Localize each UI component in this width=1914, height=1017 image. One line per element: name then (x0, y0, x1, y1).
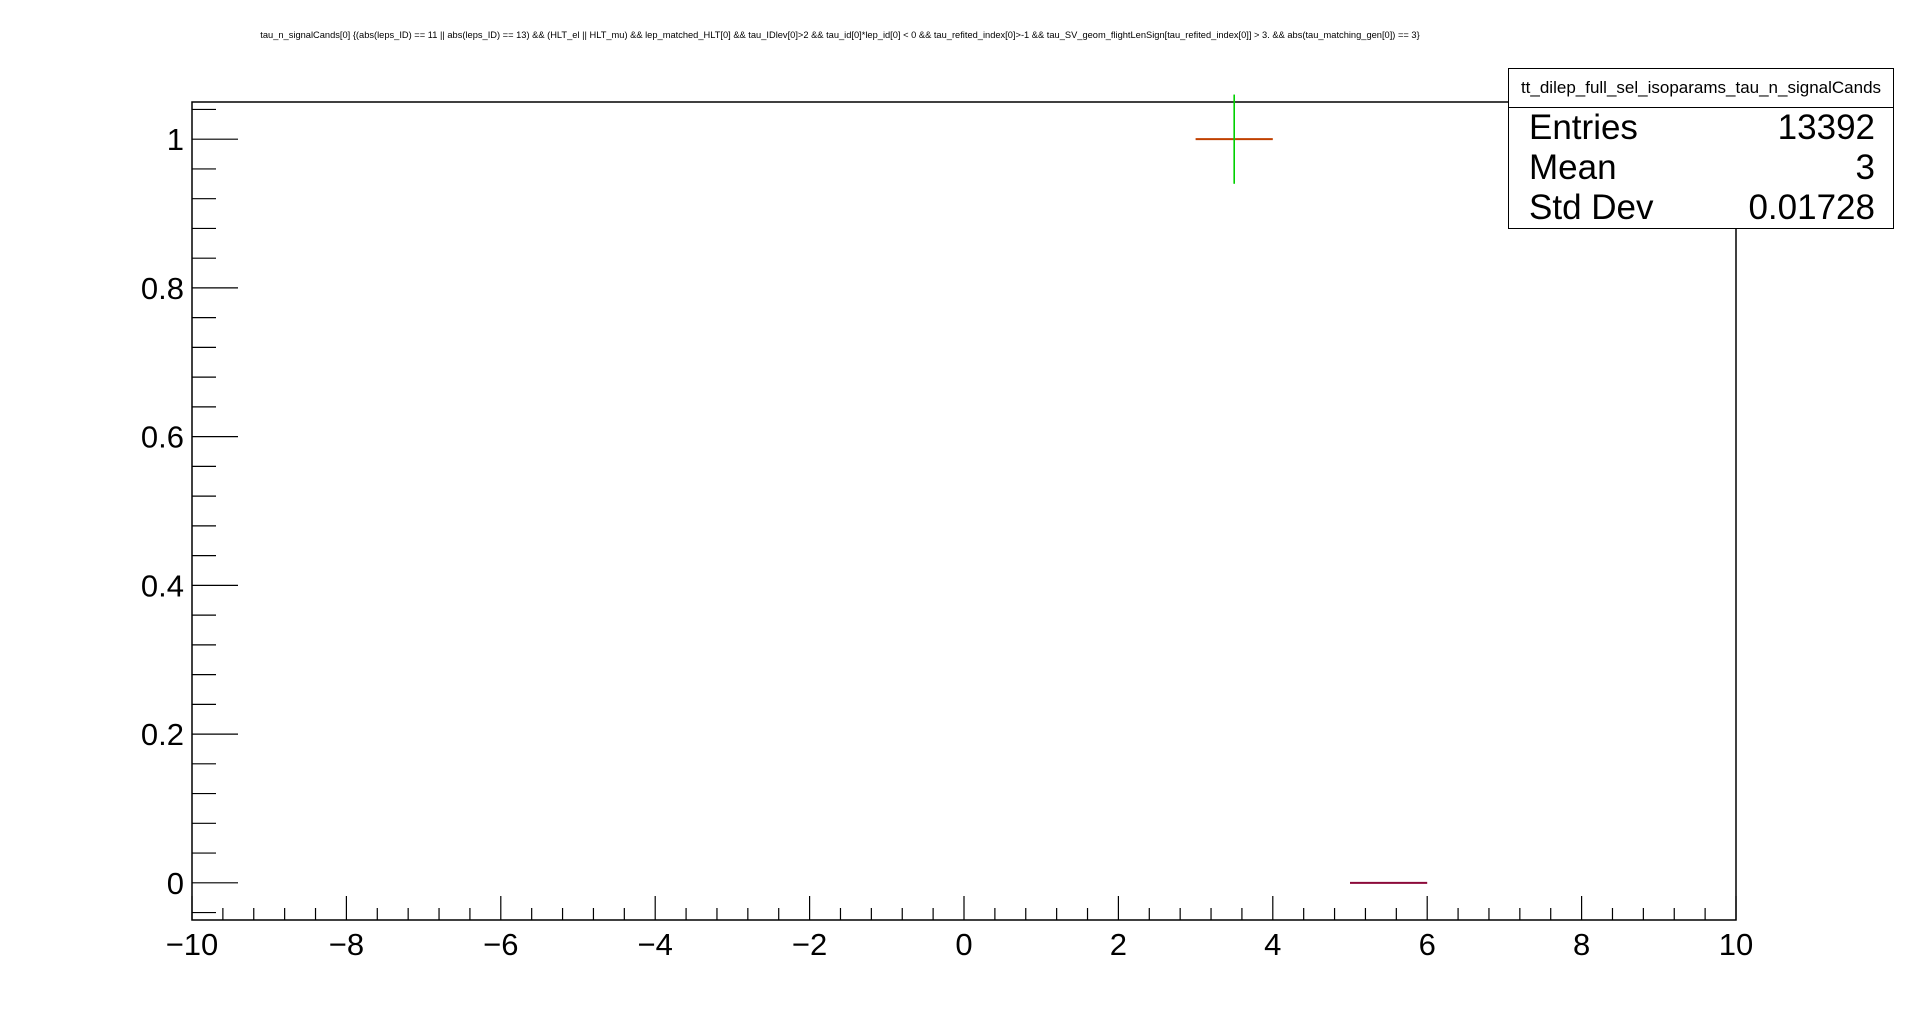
y-tick-label: 0.6 (141, 420, 184, 455)
stats-label-mean: Mean (1529, 148, 1617, 187)
stats-row-entries: Entries 13392 (1509, 108, 1893, 148)
stats-box: tt_dilep_full_sel_isoparams_tau_n_signal… (1508, 68, 1894, 229)
x-tick-label: 10 (1719, 927, 1753, 962)
x-tick-label: 2 (1110, 927, 1127, 962)
x-tick-label: −8 (329, 927, 364, 962)
stats-row-stddev: Std Dev 0.01728 (1509, 188, 1893, 228)
y-tick-label: 0 (167, 866, 184, 901)
x-tick-label: 4 (1264, 927, 1281, 962)
x-tick-label: 8 (1573, 927, 1590, 962)
axes: −10 −8 −6 −4 −2 0 2 4 6 8 10 0 0.2 0.4 0.6 0.8 1 (141, 108, 1753, 962)
stats-label-entries: Entries (1529, 108, 1638, 147)
data-marks (1195, 94, 1428, 884)
x-tick-label: −10 (166, 927, 219, 962)
stats-value-entries: 13392 (1777, 108, 1875, 147)
stats-label-stddev: Std Dev (1529, 188, 1654, 227)
plot-frame (191, 101, 1737, 921)
y-tick-label: 0.8 (141, 271, 184, 306)
x-tick-label: 0 (955, 927, 972, 962)
y-tick-label: 0.2 (141, 717, 184, 752)
stats-value-stddev: 0.01728 (1748, 188, 1875, 227)
y-tick-label: 1 (167, 122, 184, 157)
chart-title: tau_n_signalCands[0] {(abs(leps_ID) == 1… (260, 30, 1419, 40)
x-tick-label: −6 (483, 927, 518, 962)
x-tick-label: −2 (792, 927, 827, 962)
stats-value-mean: 3 (1855, 148, 1875, 187)
x-tick-label: 6 (1419, 927, 1436, 962)
stats-row-mean: Mean 3 (1509, 148, 1893, 188)
y-tick-label: 0.4 (141, 568, 184, 603)
stats-title: tt_dilep_full_sel_isoparams_tau_n_signal… (1509, 69, 1893, 108)
x-tick-label: −4 (638, 927, 673, 962)
